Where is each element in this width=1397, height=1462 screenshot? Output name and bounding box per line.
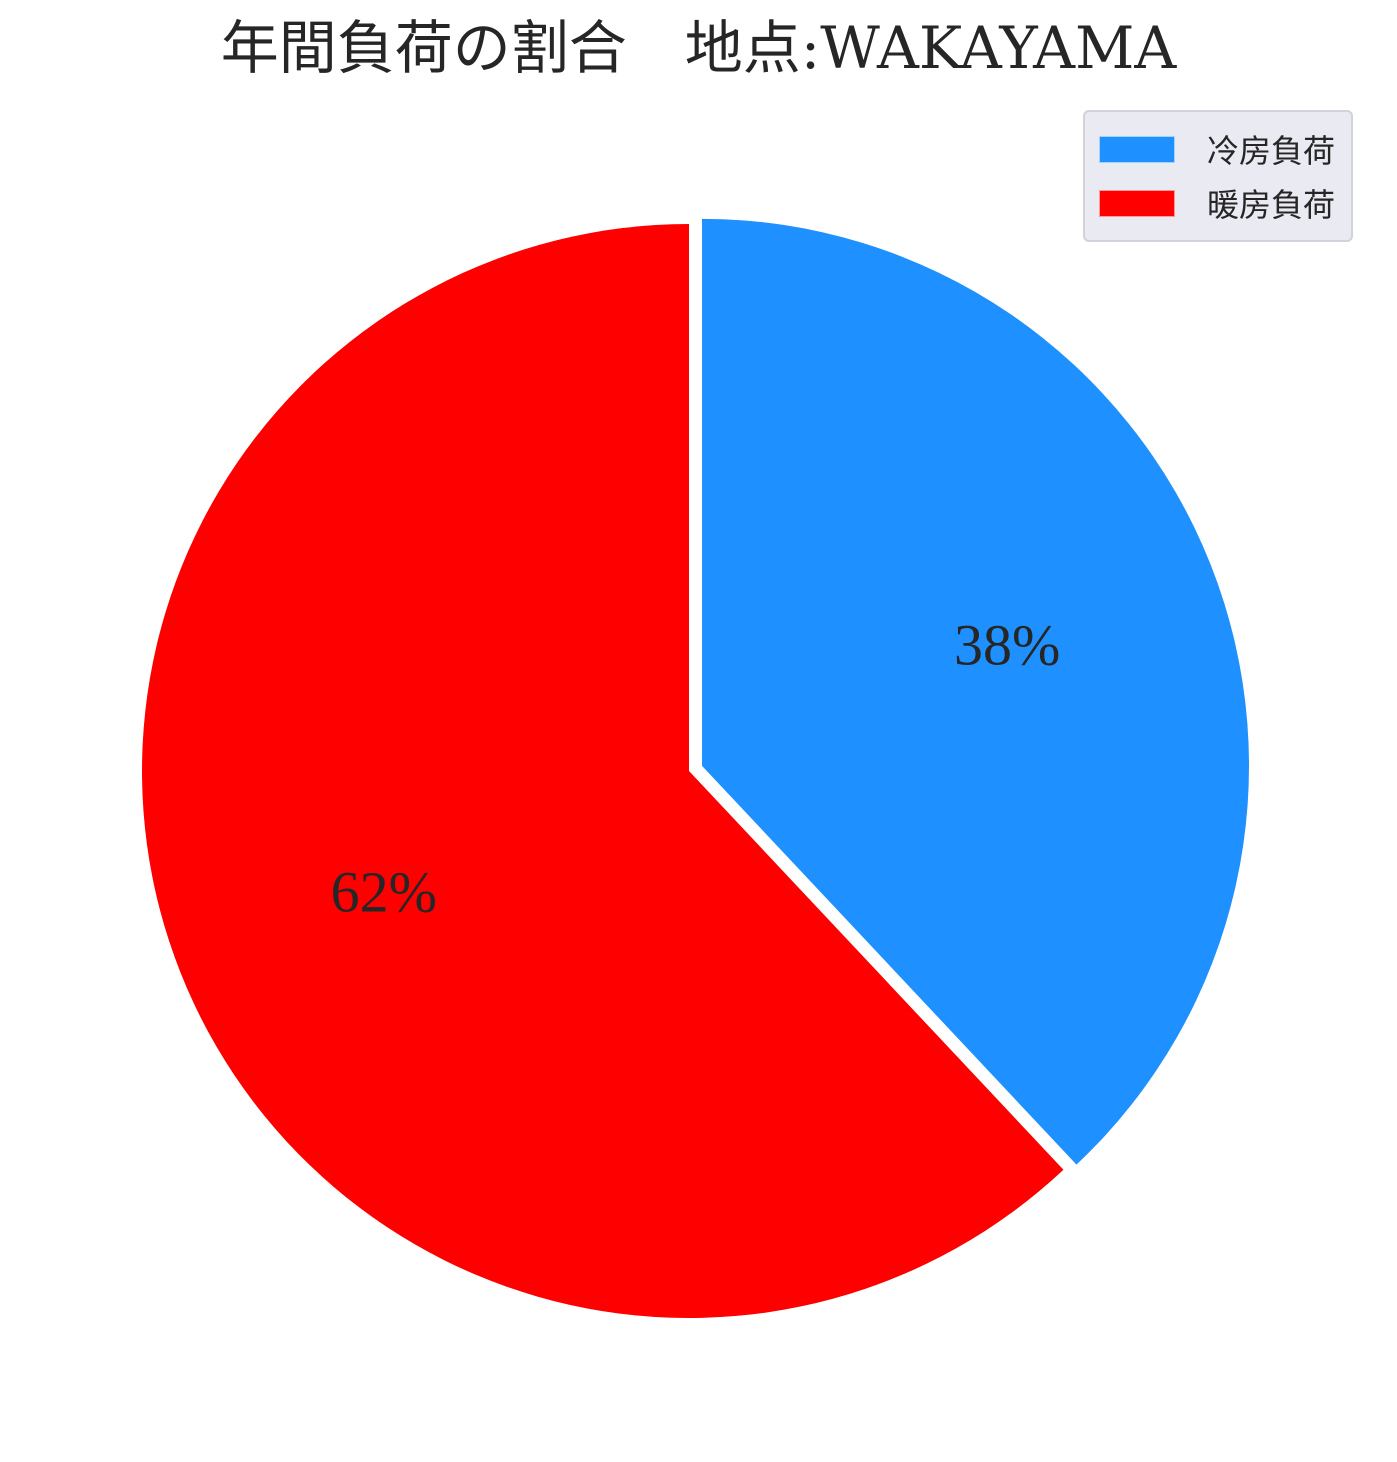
legend-swatch-heating	[1098, 189, 1175, 217]
legend-label-heating: 暖房負荷	[1206, 186, 1335, 224]
chart-title: 年間負荷の割合 地点:WAKAYAMA	[220, 14, 1177, 82]
pie-label-cooling: 38%	[954, 613, 1060, 678]
slices-layer	[142, 218, 1250, 1318]
pie-label-heating: 62%	[331, 859, 437, 924]
legend-entry-heating: 暖房負荷	[1098, 176, 1335, 230]
legend: 冷房負荷 暖房負荷	[1082, 110, 1353, 242]
legend-entry-cooling: 冷房負荷	[1098, 122, 1335, 176]
labels-layer: 38% 62%	[331, 613, 1061, 925]
pie-slice-heating	[142, 224, 1064, 1318]
legend-label-cooling: 冷房負荷	[1206, 132, 1335, 170]
pie-slice-cooling	[702, 218, 1250, 1165]
legend-swatch-cooling	[1098, 135, 1175, 163]
